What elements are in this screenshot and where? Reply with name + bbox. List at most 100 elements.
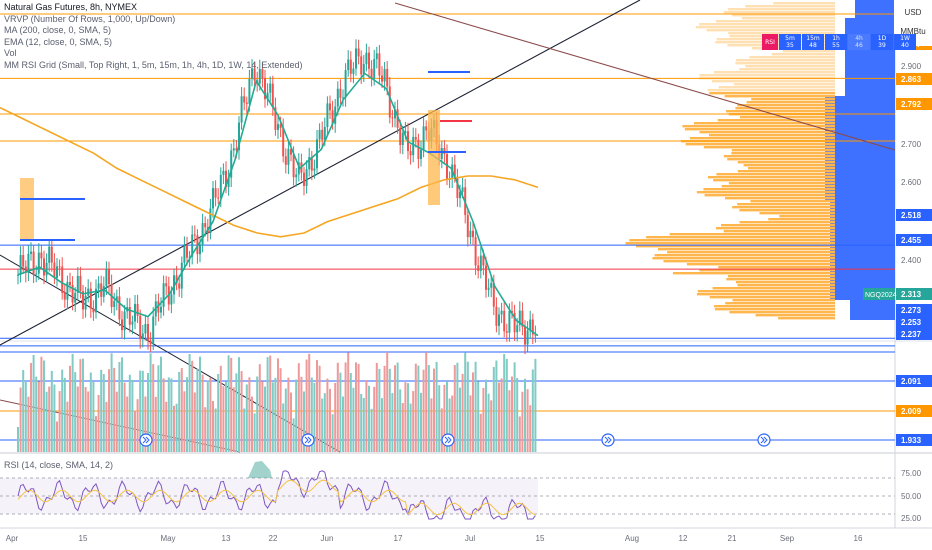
volume-bar: [529, 405, 532, 452]
volume-profile-bar: [771, 53, 835, 56]
unit-label[interactable]: MMBtu: [900, 27, 926, 36]
volume-bar: [383, 365, 386, 452]
candle-body: [115, 296, 118, 301]
volume-profile-bar: [745, 65, 835, 68]
volume-bar: [282, 403, 285, 452]
volume-profile-bar: [714, 308, 835, 311]
candle-body: [531, 319, 534, 335]
volume-bar: [409, 403, 412, 452]
volume-bar: [453, 365, 456, 452]
volume-bar: [76, 386, 79, 452]
volume-bar: [381, 398, 383, 452]
volume-bar: [217, 373, 220, 452]
candle-body: [459, 191, 461, 199]
rsi-grid-cell: 15m 48: [802, 34, 824, 50]
candle-body: [290, 148, 292, 155]
volume-bar: [446, 381, 448, 452]
volume-bar: [61, 369, 64, 452]
volume-bar: [469, 395, 472, 452]
volume-profile-bar: [737, 104, 835, 107]
volume-bar: [175, 403, 178, 452]
volume-bar: [165, 401, 168, 452]
session-marker-arrow: [304, 436, 312, 444]
volume-bar: [316, 360, 318, 452]
candle-body: [48, 246, 51, 263]
candle-body: [131, 321, 134, 325]
candle-body: [461, 187, 464, 192]
volume-bar: [414, 363, 417, 452]
volume-bar: [503, 353, 506, 452]
candle-body: [95, 288, 97, 313]
rsi-grid-header: RSI: [762, 34, 778, 50]
volume-bar: [477, 381, 480, 452]
candle-body: [310, 156, 313, 171]
volume-profile-bar: [737, 203, 835, 206]
candle-body: [258, 68, 261, 84]
volume-bar: [243, 408, 246, 452]
session-marker-icon: [139, 433, 153, 447]
volume-bar: [199, 356, 201, 452]
volume-bar: [134, 410, 136, 452]
rsi-grid-cell: 4h 46: [848, 34, 870, 50]
candle-body: [297, 162, 300, 175]
volume-profile-bar: [706, 29, 835, 32]
session-marker-arrow: [444, 436, 452, 444]
candle-body: [27, 253, 30, 273]
volume-bar: [22, 369, 25, 452]
volume-bar: [404, 382, 407, 452]
legend-vrvp: VRVP (Number Of Rows, 1,000, Up/Down): [4, 13, 176, 24]
candle-body: [76, 275, 79, 293]
volume-bar: [232, 387, 235, 452]
price-label: 2.792: [901, 100, 922, 109]
volume-bar: [82, 358, 84, 452]
volume-bar: [323, 393, 326, 452]
volume-bar: [435, 361, 438, 452]
candle-body: [282, 128, 285, 157]
candle-body: [495, 306, 498, 326]
currency-label[interactable]: USD: [904, 8, 922, 17]
volume-bar: [240, 371, 243, 452]
volume-bar: [222, 386, 225, 452]
volume-profile-bar: [699, 269, 835, 272]
volume-profile-bar: [703, 188, 835, 191]
candle-body: [485, 265, 487, 290]
volume-bar: [448, 398, 451, 452]
candle-body: [222, 170, 225, 175]
candle-body: [472, 230, 474, 238]
volume-bar: [128, 374, 131, 452]
volume-bar: [102, 374, 105, 452]
candle-body: [19, 255, 22, 275]
candle-body: [248, 78, 251, 104]
time-tick-label: 16: [854, 534, 863, 543]
volume-bar: [45, 391, 48, 452]
candle-body: [362, 63, 365, 75]
candle-body: [121, 319, 123, 331]
volume-bar: [206, 380, 209, 452]
volume-bar: [482, 388, 485, 452]
legend-ma200: MA (200, close, 0, SMA, 5): [4, 25, 112, 36]
time-tick-label: 13: [222, 534, 231, 543]
candle-body: [147, 323, 149, 341]
volume-profile-bar: [669, 233, 835, 236]
volume-profile-bar: [726, 110, 835, 113]
volume-bar: [105, 401, 108, 452]
volume-profile-band: [825, 96, 895, 200]
volume-profile-bar: [727, 158, 835, 161]
volume-bar: [37, 381, 40, 452]
volume-bar: [191, 360, 194, 452]
volume-bar: [258, 364, 261, 452]
candle-body: [331, 110, 334, 124]
volume-profile-bar: [737, 161, 835, 164]
volume-bar: [420, 392, 422, 452]
volume-bar: [451, 395, 454, 452]
volume-bar: [271, 382, 274, 452]
candle-body: [264, 78, 266, 100]
volume-bar: [401, 403, 404, 452]
volume-bar: [121, 357, 123, 452]
volume-profile-bar: [709, 134, 835, 137]
time-tick-label: Sep: [780, 534, 795, 543]
candle-body: [243, 96, 246, 103]
candle-body: [97, 283, 100, 289]
candle-body: [40, 252, 43, 259]
